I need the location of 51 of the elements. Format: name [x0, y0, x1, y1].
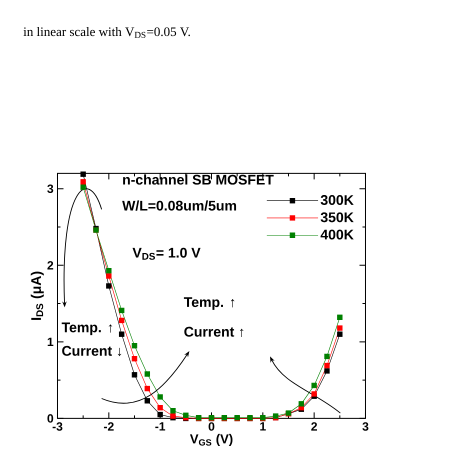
x-tick-label: 0 [208, 422, 214, 431]
point [337, 331, 343, 337]
point [170, 408, 176, 414]
point [324, 362, 330, 368]
legend-label: 400K [320, 230, 354, 240]
y-tick-label: 0 [47, 414, 54, 423]
point [157, 394, 163, 400]
x-tick-label: -3 [52, 422, 62, 431]
point [132, 372, 138, 378]
point [144, 386, 150, 392]
point [311, 391, 317, 397]
point [337, 325, 343, 331]
x-tick-label: -2 [104, 422, 114, 431]
point [118, 308, 124, 314]
annotation: Temp. ↑ [184, 297, 234, 310]
legend-label: 350K [320, 212, 354, 222]
annotation: Current ↑ [184, 326, 244, 337]
point [80, 171, 86, 177]
point [80, 179, 86, 185]
annotation: Temp. ↑ [62, 322, 112, 336]
point [118, 331, 124, 337]
y-tick-label: 2 [47, 261, 54, 270]
x-axis-title: V$_{GS}$ (V) [190, 434, 232, 446]
point [157, 404, 163, 410]
point [106, 283, 112, 289]
point [324, 354, 330, 360]
point [144, 398, 150, 404]
point [298, 401, 304, 407]
y-tick-label: 1 [48, 338, 54, 346]
point [106, 268, 112, 274]
point [337, 314, 343, 320]
point [157, 412, 163, 418]
point [118, 318, 124, 324]
point [144, 371, 150, 377]
annotation: W/L=0.08um/5um [122, 200, 236, 211]
point [132, 342, 138, 348]
point [80, 184, 86, 190]
x-tick-label: 2 [311, 422, 318, 431]
y-tick-label: 3 [47, 184, 54, 193]
point [132, 356, 138, 362]
x-tick-label: -1 [155, 422, 166, 430]
y-axis-title: I$_{DS}$ (μA) [30, 272, 44, 320]
text: in linear scale with V$_{DS}$=0.05 V. [23, 26, 190, 38]
point [311, 382, 317, 388]
x-tick-label: 3 [362, 422, 368, 431]
annotation: Current ↓ [62, 346, 122, 356]
annotation: n-channel SB MOSFET [123, 174, 274, 185]
x-tick-label: 1 [260, 422, 266, 430]
point [106, 273, 112, 279]
annotation: V$_{DS}$= 1.0 V [132, 248, 201, 260]
legend-label: 300K [320, 195, 354, 205]
